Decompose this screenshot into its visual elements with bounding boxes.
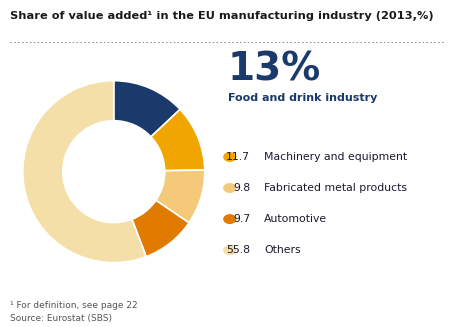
Text: Fabricated metal products: Fabricated metal products (264, 183, 407, 193)
Text: Share of value added¹ in the EU manufacturing industry (2013,%): Share of value added¹ in the EU manufact… (10, 11, 434, 22)
Text: Machinery and equipment: Machinery and equipment (264, 152, 407, 162)
Text: Food and drink industry: Food and drink industry (228, 93, 377, 103)
Text: Automotive: Automotive (264, 214, 327, 224)
Wedge shape (151, 109, 205, 171)
Wedge shape (23, 81, 146, 263)
Text: Source: Eurostat (SBS): Source: Eurostat (SBS) (10, 314, 112, 323)
Text: Others: Others (264, 245, 300, 255)
Text: 13%: 13% (228, 51, 321, 89)
Text: 9.8: 9.8 (233, 183, 250, 193)
Text: 9.7: 9.7 (233, 214, 250, 224)
Wedge shape (156, 170, 205, 223)
Text: ¹ For definition, see page 22: ¹ For definition, see page 22 (10, 301, 137, 311)
Text: 55.8: 55.8 (226, 245, 250, 255)
Wedge shape (132, 200, 189, 257)
Text: 11.7: 11.7 (226, 152, 250, 162)
Wedge shape (114, 81, 180, 137)
